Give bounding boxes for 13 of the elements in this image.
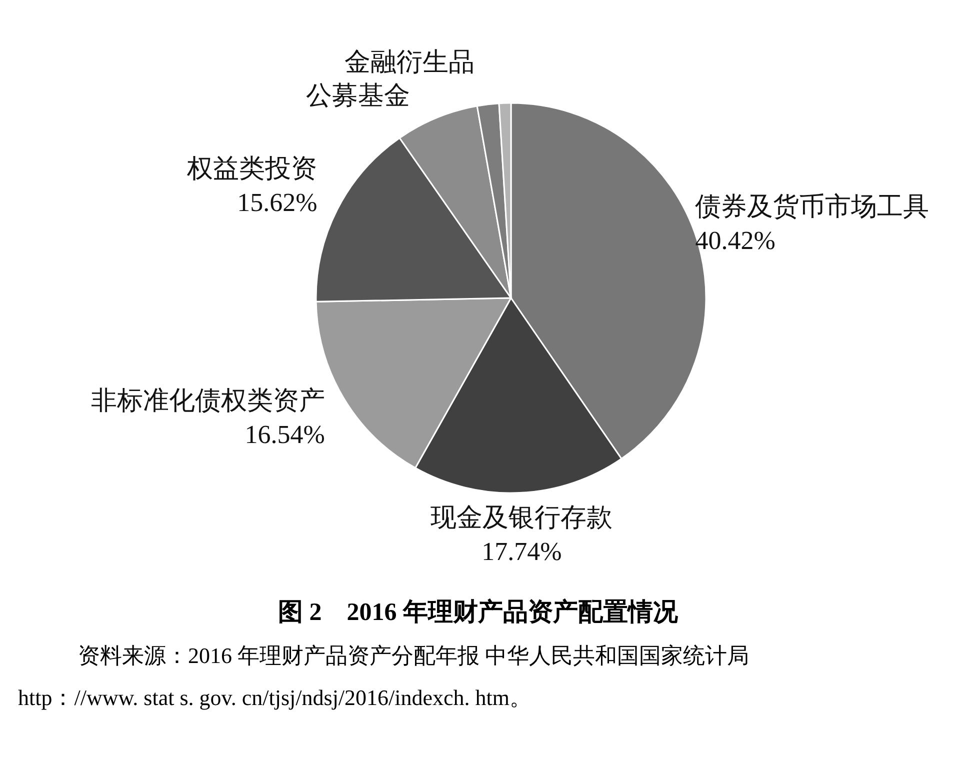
data-label: 40.42% bbox=[695, 226, 776, 255]
data-label: 15.62% bbox=[237, 188, 318, 217]
data-label: 16.54% bbox=[244, 420, 325, 450]
slice-label: 权益类投资 bbox=[186, 154, 318, 183]
text: http：//www. stat s. gov. cn/tjsj/ndsj/2016/indexch. htm。 bbox=[18, 685, 532, 710]
text: 图 2 2016 年理财产品资产配置情况 bbox=[278, 598, 679, 626]
text: 资料来源：2016 年理财产品资产分配年报 中华人民共和国国家统计局 bbox=[78, 643, 749, 668]
slice-label: 公募基金 bbox=[306, 81, 410, 110]
slice-label: 非标准化债权类资产 bbox=[90, 386, 325, 416]
slice-label: 现金及银行存款 bbox=[430, 502, 613, 532]
slice-label: 金融衍生品 bbox=[344, 48, 474, 77]
data-label: 17.74% bbox=[482, 536, 562, 566]
slice-label: 债券及货币市场工具 bbox=[695, 192, 930, 221]
